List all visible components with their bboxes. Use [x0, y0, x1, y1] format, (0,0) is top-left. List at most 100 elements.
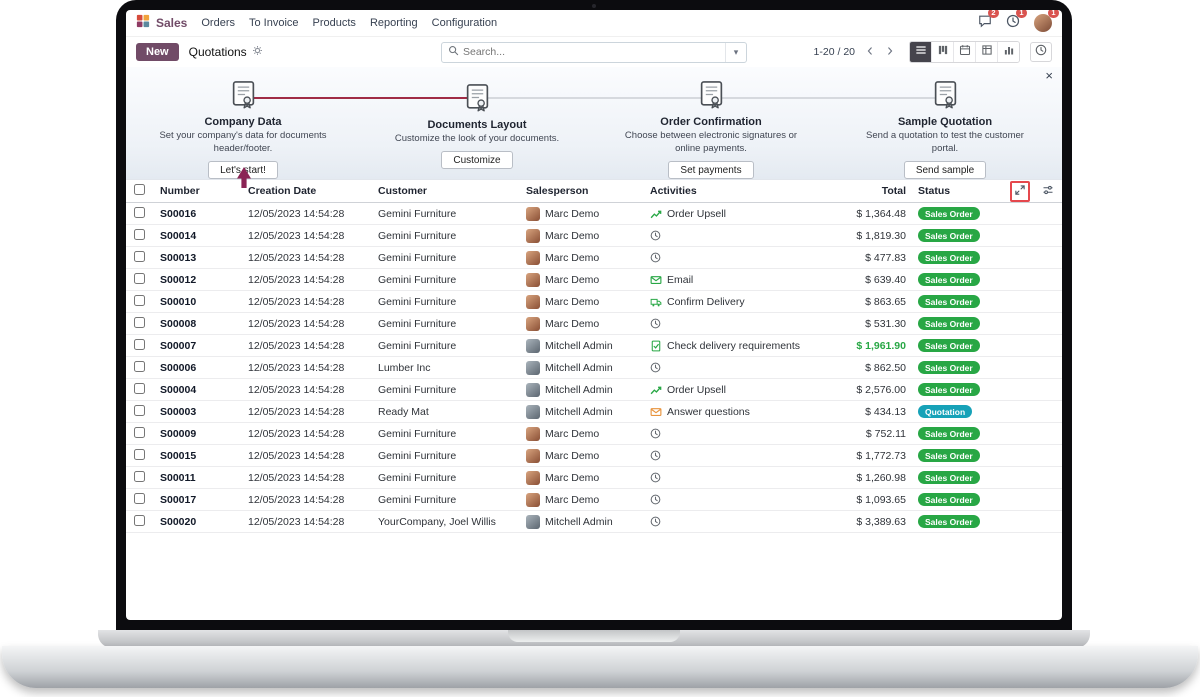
- table-row[interactable]: S00006 12/05/2023 14:54:28 Lumber Inc Mitch…: [126, 357, 1062, 379]
- row-checkbox[interactable]: [134, 470, 145, 482]
- table-row[interactable]: S00010 12/05/2023 14:54:28 Gemini Furnitur…: [126, 291, 1062, 313]
- search-dropdown-button[interactable]: ▾: [725, 42, 746, 62]
- clock-icon: [650, 472, 661, 483]
- salesperson-avatar: [526, 514, 540, 529]
- row-checkbox[interactable]: [134, 316, 145, 328]
- column-creation-date[interactable]: Creation Date: [248, 185, 317, 197]
- page-title[interactable]: Quotations: [188, 45, 247, 59]
- row-creation-date: 12/05/2023 14:54:28: [248, 471, 345, 484]
- row-total: $ 3,389.63: [856, 515, 906, 528]
- onboarding-step-description: Send a quotation to test the customer po…: [866, 130, 1024, 154]
- row-activity[interactable]: [650, 428, 822, 439]
- view-calendar-button[interactable]: [954, 42, 976, 62]
- row-checkbox[interactable]: [134, 514, 145, 526]
- new-button[interactable]: New: [136, 43, 179, 61]
- table-row[interactable]: S00008 12/05/2023 14:54:28 Gemini Furnitur…: [126, 313, 1062, 335]
- table-row[interactable]: S00016 12/05/2023 14:54:28 Gemini Furnitur…: [126, 203, 1062, 225]
- row-checkbox[interactable]: [134, 360, 145, 372]
- row-activity[interactable]: Check delivery requirements: [650, 340, 822, 352]
- close-icon[interactable]: ×: [1045, 68, 1053, 83]
- row-checkbox[interactable]: [134, 382, 145, 394]
- row-checkbox[interactable]: [134, 250, 145, 262]
- table-row[interactable]: S00004 12/05/2023 14:54:28 Gemini Furnitur…: [126, 379, 1062, 401]
- row-activity[interactable]: Order Upsell: [650, 384, 822, 396]
- status-badge: Sales Order: [918, 317, 980, 330]
- expand-button[interactable]: [1010, 180, 1030, 202]
- row-checkbox[interactable]: [134, 228, 145, 240]
- table-row[interactable]: S00013 12/05/2023 14:54:28 Gemini Furnitur…: [126, 247, 1062, 269]
- row-checkbox[interactable]: [134, 404, 145, 416]
- row-activity[interactable]: [650, 230, 822, 241]
- messages-button[interactable]: 2: [978, 10, 999, 33]
- row-checkbox-cell: [134, 316, 160, 331]
- select-all-checkbox[interactable]: [134, 184, 145, 195]
- row-activity[interactable]: [650, 252, 822, 263]
- row-activity[interactable]: [650, 362, 822, 373]
- view-list-button[interactable]: [910, 42, 932, 62]
- row-checkbox[interactable]: [134, 206, 145, 218]
- row-checkbox[interactable]: [134, 426, 145, 438]
- row-activity[interactable]: [650, 494, 822, 505]
- optional-columns-button[interactable]: [1042, 184, 1054, 199]
- onboarding-step-button[interactable]: Set payments: [668, 161, 754, 179]
- activities-button[interactable]: 1: [1006, 10, 1027, 33]
- row-activity[interactable]: Order Upsell: [650, 208, 822, 220]
- row-activity[interactable]: Email: [650, 274, 822, 286]
- row-activity[interactable]: Answer questions: [650, 406, 822, 418]
- view-graph-button[interactable]: [998, 42, 1019, 62]
- table-row[interactable]: S00009 12/05/2023 14:54:28 Gemini Furnitur…: [126, 423, 1062, 445]
- row-checkbox-cell: [134, 360, 160, 375]
- salesperson-avatar: [526, 338, 540, 353]
- gear-icon: [252, 45, 263, 59]
- row-customer: Gemini Furniture: [378, 317, 457, 330]
- apps-menu-icon[interactable]: [136, 14, 150, 33]
- onboarding-step-button[interactable]: Customize: [441, 151, 513, 170]
- status-badge: Sales Order: [918, 449, 980, 462]
- menu-orders[interactable]: Orders: [201, 17, 235, 29]
- row-activity[interactable]: [650, 472, 822, 483]
- column-customer[interactable]: Customer: [378, 185, 428, 197]
- table-row[interactable]: S00017 12/05/2023 14:54:28 Gemini Furnitur…: [126, 489, 1062, 511]
- pager-previous-button[interactable]: [863, 43, 877, 61]
- pivot-view-icon: [981, 43, 993, 61]
- column-status[interactable]: Status: [918, 185, 951, 197]
- column-number[interactable]: Number: [160, 185, 200, 197]
- table-row[interactable]: S00011 12/05/2023 14:54:28 Gemini Furnitur…: [126, 467, 1062, 489]
- onboarding-step-button[interactable]: Send sample: [903, 161, 987, 179]
- column-activities[interactable]: Activities: [650, 185, 697, 197]
- row-number: S00017: [160, 493, 197, 506]
- user-menu-button[interactable]: 1: [1034, 10, 1059, 32]
- table-row[interactable]: S00007 12/05/2023 14:54:28 Gemini Furnitur…: [126, 335, 1062, 357]
- row-checkbox-cell: [134, 470, 160, 485]
- table-row[interactable]: S00014 12/05/2023 14:54:28 Gemini Furnitur…: [126, 225, 1062, 247]
- row-checkbox[interactable]: [134, 294, 145, 306]
- column-salesperson[interactable]: Salesperson: [526, 185, 589, 197]
- activity-clock-icon: [1006, 14, 1020, 33]
- view-kanban-button[interactable]: [932, 42, 954, 62]
- activity-view-button[interactable]: [1030, 42, 1052, 62]
- search-input[interactable]: [459, 46, 725, 58]
- column-total[interactable]: Total: [881, 185, 906, 197]
- menu-reporting[interactable]: Reporting: [369, 17, 418, 29]
- onboarding-step-button[interactable]: Let's start!: [208, 161, 278, 179]
- view-pivot-button[interactable]: [976, 42, 998, 62]
- row-activity[interactable]: [650, 516, 822, 527]
- row-activity[interactable]: Confirm Delivery: [650, 296, 822, 308]
- row-salesperson: Mitchell Admin: [526, 404, 650, 419]
- pager-next-button[interactable]: [883, 43, 897, 61]
- table-row[interactable]: S00012 12/05/2023 14:54:28 Gemini Furnitur…: [126, 269, 1062, 291]
- row-checkbox[interactable]: [134, 338, 145, 350]
- menu-configuration[interactable]: Configuration: [431, 17, 498, 29]
- row-activity[interactable]: [650, 318, 822, 329]
- row-checkbox[interactable]: [134, 272, 145, 284]
- table-row[interactable]: S00015 12/05/2023 14:54:28 Gemini Furnitur…: [126, 445, 1062, 467]
- row-checkbox[interactable]: [134, 448, 145, 460]
- menu-to-invoice[interactable]: To Invoice: [248, 17, 299, 29]
- row-activity[interactable]: [650, 450, 822, 461]
- menu-products[interactable]: Products: [312, 17, 356, 29]
- table-row[interactable]: S00020 12/05/2023 14:54:28 YourCompany, Jo…: [126, 511, 1062, 533]
- table-row[interactable]: S00003 12/05/2023 14:54:28 Ready Mat Mitche…: [126, 401, 1062, 423]
- view-settings-button[interactable]: [252, 45, 263, 59]
- row-checkbox[interactable]: [134, 492, 145, 504]
- app-name[interactable]: Sales: [156, 16, 188, 30]
